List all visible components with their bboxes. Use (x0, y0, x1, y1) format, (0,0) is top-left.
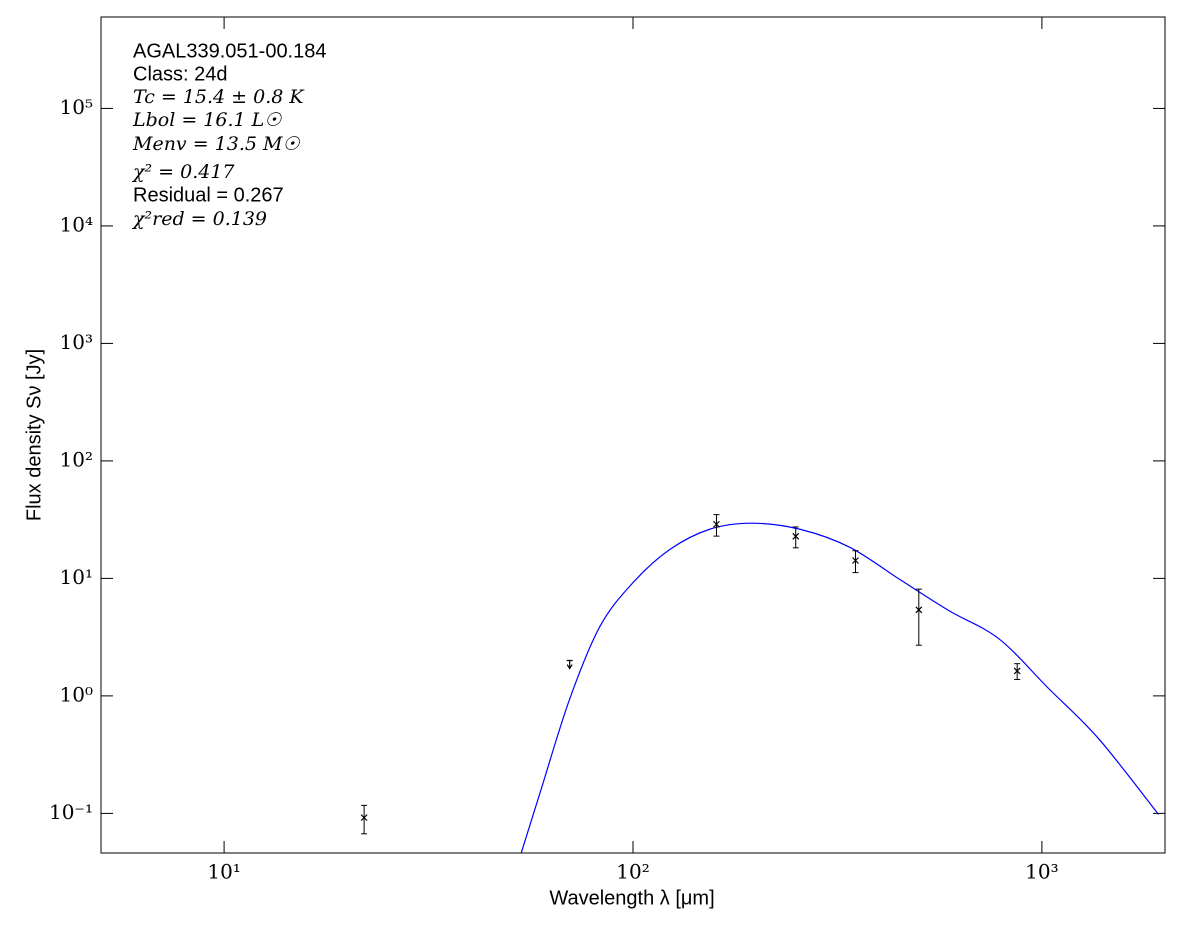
upper-limit (566, 659, 573, 670)
y-tick-label: 10⁻¹ (49, 800, 93, 824)
error-bar (852, 550, 859, 574)
error-bar (915, 588, 922, 646)
data-point (360, 814, 368, 822)
annotation: Residual = 0.267 (133, 184, 284, 206)
data-point (713, 520, 720, 528)
y-tick-label: 10⁰ (60, 682, 93, 706)
annotation: χ² = 0.417 (131, 161, 235, 183)
y-tick-label: 10¹ (60, 565, 93, 589)
error-bar (713, 514, 720, 537)
data-point (792, 532, 800, 540)
y-axis-label: Flux density Sν [Jy] (23, 349, 45, 521)
x-tick-label: 10³ (1025, 860, 1058, 884)
data-point (852, 557, 859, 564)
annotation: Lbol = 16.1 L☉ (132, 109, 282, 131)
error-bar (361, 804, 368, 835)
annotation: AGAL339.051-00.184 (133, 40, 327, 62)
y-tick-label: 10² (60, 447, 93, 471)
annotation: χ²red = 0.139 (131, 208, 267, 230)
y-tick-label: 10³ (60, 330, 93, 354)
data-point (915, 606, 923, 614)
annotation: Tc = 15.4 ± 0.8 K (133, 86, 305, 108)
error-bar (792, 526, 799, 549)
x-tick-label: 10² (616, 860, 649, 884)
x-tick-label: 10¹ (207, 860, 240, 884)
x-axis-label: Wavelength λ [μm] (549, 887, 714, 909)
data-point (1013, 667, 1021, 675)
plot-area (360, 514, 1159, 853)
annotation: Menv = 13.5 M☉ (132, 133, 300, 155)
annotation: Class: 24d (133, 63, 228, 85)
y-tick-label: 10⁴ (60, 212, 93, 236)
model-curve (520, 522, 1159, 853)
y-tick-label: 10⁵ (60, 95, 93, 119)
